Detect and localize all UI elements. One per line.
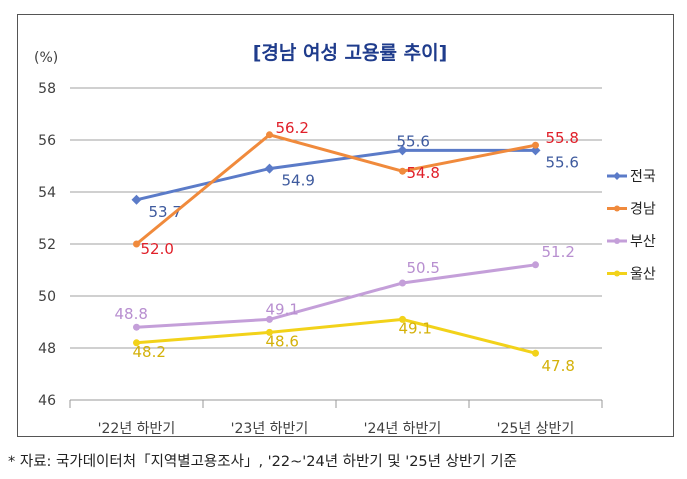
data-point — [266, 315, 273, 323]
data-label: 55.6 — [546, 153, 579, 171]
data-point — [131, 194, 142, 205]
y-tick-label: 48 — [38, 341, 56, 357]
data-point — [397, 145, 408, 156]
data-point — [266, 131, 273, 139]
data-point — [266, 328, 273, 336]
y-tick-label: 58 — [38, 81, 56, 97]
legend-label: 경남 — [630, 202, 656, 218]
data-label: 48.6 — [266, 332, 299, 350]
y-tick-label: 56 — [38, 133, 56, 149]
data-point — [133, 240, 140, 248]
y-tick-label: 52 — [38, 237, 56, 253]
data-point — [532, 141, 539, 149]
data-label: 54.9 — [282, 172, 315, 190]
series-line-전국 — [136, 148, 536, 202]
data-label: 55.8 — [546, 129, 579, 147]
x-tick-label: '25년 상반기 — [497, 421, 575, 437]
legend-marker — [613, 172, 621, 180]
data-point — [530, 145, 541, 156]
x-tick-label: '24년 하반기 — [364, 421, 442, 437]
x-tick-label: '22년 하반기 — [98, 421, 176, 437]
data-point — [399, 167, 406, 175]
chart-title: [경남 여성 고용률 추이] — [253, 42, 448, 64]
y-tick-label: 54 — [38, 185, 56, 201]
data-point — [399, 279, 406, 287]
data-label: 48.8 — [115, 305, 148, 323]
legend-label: 부산 — [630, 234, 656, 250]
data-label: 52.0 — [141, 240, 174, 258]
data-point — [133, 323, 140, 331]
data-label: 51.2 — [542, 243, 575, 261]
legend-label: 전국 — [630, 169, 656, 185]
series-line-부산 — [136, 263, 536, 329]
series-line-울산 — [136, 317, 536, 355]
data-point — [133, 339, 140, 347]
chart-frame — [17, 14, 674, 437]
footnote: * 자료: 국가데이터처「지역별고용조사」, '22~'24년 하반기 및 '2… — [8, 454, 517, 470]
data-label: 50.5 — [407, 259, 440, 277]
data-label: 47.8 — [542, 357, 575, 375]
series-line-경남 — [135, 133, 536, 246]
data-point — [264, 163, 275, 174]
y-tick-label: 50 — [38, 289, 56, 305]
legend-label: 울산 — [630, 267, 656, 283]
x-tick-label: '23년 하반기 — [231, 421, 309, 437]
data-label: 49.1 — [399, 319, 432, 337]
legend-marker — [614, 238, 620, 244]
data-label: 53.7 — [149, 203, 182, 221]
data-label: 49.1 — [266, 300, 299, 318]
data-point — [532, 261, 539, 269]
data-label: 54.8 — [407, 164, 440, 182]
legend-marker — [614, 270, 620, 277]
data-label: 55.6 — [397, 132, 430, 150]
data-point — [532, 349, 539, 357]
data-label: 48.2 — [133, 343, 166, 361]
y-tick-label: 46 — [38, 393, 56, 409]
y-axis-label: (%) — [34, 50, 58, 66]
data-label: 56.2 — [276, 119, 309, 137]
data-point — [399, 315, 406, 323]
legend-marker — [614, 205, 620, 212]
